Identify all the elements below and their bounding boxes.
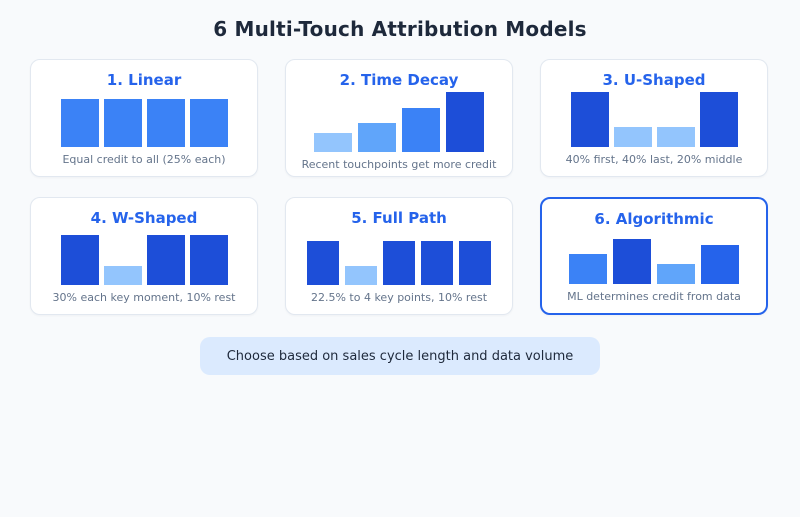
model-card-5[interactable]: 5. Full Path 22.5% to 4 key points, 10% r… (285, 197, 513, 315)
model-bar-chart (60, 92, 228, 147)
bar-segment (146, 235, 185, 285)
bar-segment (699, 92, 738, 147)
bar-segment (307, 241, 339, 285)
model-card-title: 5. Full Path (351, 209, 447, 227)
bar-segment (421, 241, 453, 285)
bar-segment (60, 235, 99, 285)
models-grid: 1. Linear Equal credit to all (25% each) 2… (30, 59, 770, 315)
bar-segment (701, 245, 739, 284)
bar-segment (60, 99, 99, 147)
attribution-models-page: 6 Multi-Touch Attribution Models 1. Line… (0, 17, 800, 517)
model-card-6[interactable]: 6. Algorithmic ML determines credit from … (540, 197, 768, 315)
model-card-description: Equal credit to all (25% each) (62, 153, 226, 166)
model-card-3[interactable]: 3. U-Shaped 40% first, 40% last, 20% midd… (540, 59, 768, 177)
model-card-description: 22.5% to 4 key points, 10% rest (310, 291, 488, 304)
model-card-description: 30% each key moment, 10% rest (52, 291, 236, 304)
model-bar-chart (307, 230, 491, 285)
bar-segment (345, 266, 377, 285)
model-card-description: ML determines credit from data (567, 290, 741, 303)
bar-segment (569, 254, 607, 284)
bar-segment (103, 99, 142, 147)
model-card-4[interactable]: 4. W-Shaped 30% each key moment, 10% rest (30, 197, 258, 315)
bar-segment (459, 241, 491, 285)
bar-segment (358, 123, 396, 152)
model-card-title: 6. Algorithmic (594, 210, 714, 228)
bar-segment (103, 266, 142, 285)
model-bar-chart (60, 230, 228, 285)
bar-segment (613, 239, 651, 284)
bar-segment (189, 99, 228, 147)
model-bar-chart (570, 92, 738, 147)
page-title: 6 Multi-Touch Attribution Models (213, 17, 587, 41)
model-card-title: 1. Linear (106, 71, 182, 89)
bar-segment (146, 99, 185, 147)
model-card-description: Recent touchpoints get more credit (301, 158, 497, 171)
footer-note: Choose based on sales cycle length and d… (200, 337, 600, 375)
bar-segment (314, 133, 352, 152)
model-card-1[interactable]: 1. Linear Equal credit to all (25% each) (30, 59, 258, 177)
model-bar-chart (569, 231, 739, 284)
bar-segment (657, 264, 695, 284)
model-card-title: 3. U-Shaped (602, 71, 706, 89)
bar-segment (446, 92, 484, 152)
footer-note-text: Choose based on sales cycle length and d… (226, 348, 574, 364)
bar-segment (570, 92, 609, 147)
bar-segment (189, 235, 228, 285)
model-card-title: 2. Time Decay (339, 71, 459, 89)
model-card-2[interactable]: 2. Time Decay Recent touchpoints get more… (285, 59, 513, 177)
bar-segment (613, 127, 652, 147)
bar-segment (656, 127, 695, 147)
model-card-description: 40% first, 40% last, 20% middle (565, 153, 743, 166)
bar-segment (402, 108, 440, 152)
bar-segment (383, 241, 415, 285)
model-bar-chart (314, 92, 484, 152)
model-card-title: 4. W-Shaped (90, 209, 198, 227)
